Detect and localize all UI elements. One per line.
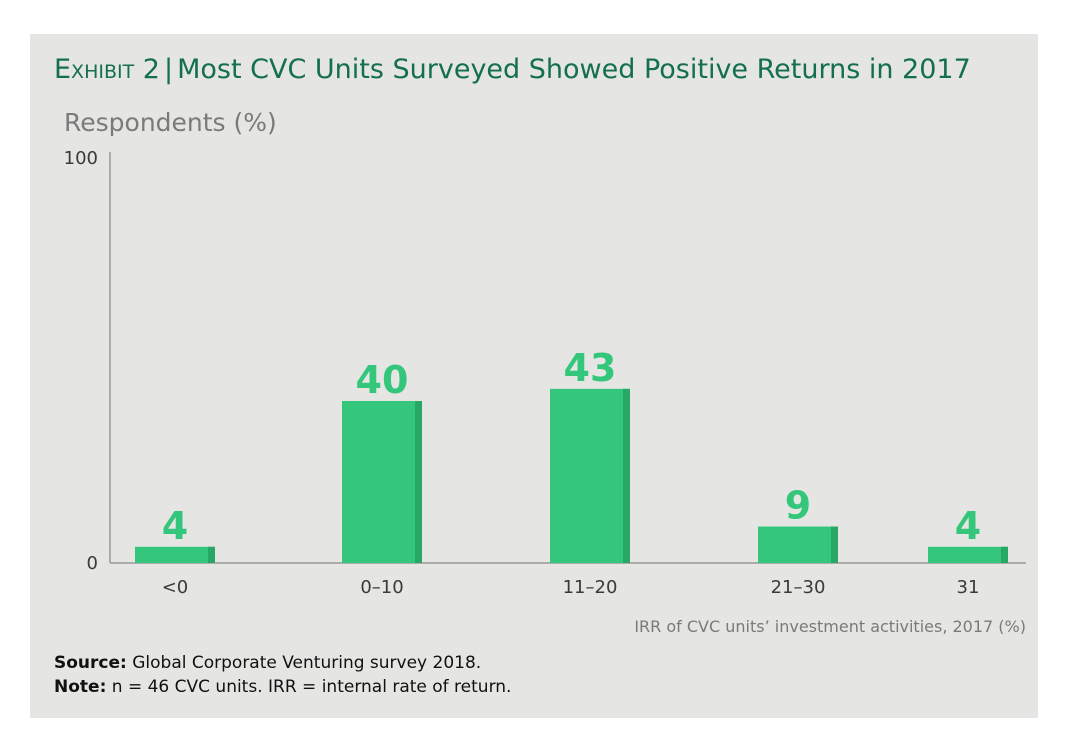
bar-4 <box>928 546 1008 563</box>
y-tick-100: 100 <box>64 148 98 169</box>
data-label-3: 9 <box>785 484 811 528</box>
bar-1 <box>342 401 422 563</box>
bar-shade-2 <box>623 388 630 563</box>
x-tick-2: 11–20 <box>563 577 618 598</box>
bar-2 <box>550 388 630 563</box>
bars-group: 4 <0 40 0–10 43 11–20 9 21–30 4 31 <box>135 346 1008 598</box>
data-label-1: 40 <box>356 358 409 402</box>
data-label-2: 43 <box>564 346 617 390</box>
bar-3 <box>758 526 838 563</box>
bar-shade-4 <box>1001 546 1008 563</box>
note-label: Note: <box>54 677 107 697</box>
data-label-0: 4 <box>162 504 188 548</box>
source-text: Global Corporate Venturing survey 2018. <box>126 653 482 673</box>
data-label-4: 4 <box>955 504 981 548</box>
note-line: Note: n = 46 CVC units. IRR = internal r… <box>54 675 511 699</box>
x-tick-0: <0 <box>162 577 189 598</box>
exhibit-number: Exhibit 2 <box>54 54 160 85</box>
y-tick-0: 0 <box>87 553 98 574</box>
exhibit-panel: Exhibit 2 | Most CVC Units Surveyed Showed… <box>30 34 1038 718</box>
footnotes: Source: Global Corporate Venturing surve… <box>54 651 511 699</box>
x-axis-label: IRR of CVC units’ investment activities,… <box>634 617 1026 634</box>
bar-shade-0 <box>208 546 215 563</box>
y-axis-label: Respondents (%) <box>64 108 277 137</box>
bar-shade-3 <box>831 526 838 563</box>
x-tick-1: 0–10 <box>360 577 403 598</box>
x-tick-3: 21–30 <box>771 577 826 598</box>
bar-shade-1 <box>415 401 422 563</box>
title-separator: | <box>163 54 174 85</box>
note-text: n = 46 CVC units. IRR = internal rate of… <box>106 677 512 697</box>
bar-0 <box>135 546 215 563</box>
chart-title: Exhibit 2 | Most CVC Units Surveyed Showed… <box>54 54 971 85</box>
source-line: Source: Global Corporate Venturing surve… <box>54 651 511 675</box>
source-label: Source: <box>54 653 127 673</box>
title-text: Most CVC Units Surveyed Showed Positive … <box>177 54 971 85</box>
x-tick-4: 31 <box>957 577 980 598</box>
bar-chart: Respondents (%) 100 0 4 <0 40 0–10 43 11–20 9 2… <box>64 108 1026 634</box>
